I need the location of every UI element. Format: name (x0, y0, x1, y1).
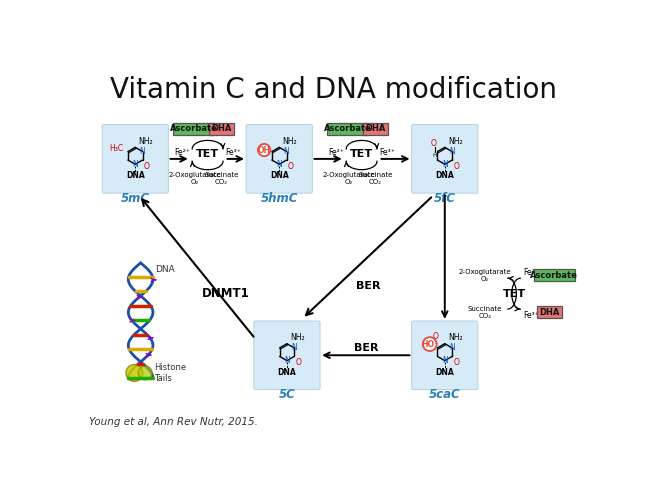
Text: H: H (433, 153, 437, 158)
Text: Ascorbate: Ascorbate (324, 124, 372, 133)
Text: DHA: DHA (365, 124, 385, 133)
Text: O: O (454, 359, 460, 368)
Text: H₃C: H₃C (109, 144, 124, 153)
Text: DNA: DNA (436, 172, 454, 180)
Text: DNA: DNA (436, 368, 454, 377)
Text: Histone
Tails: Histone Tails (155, 363, 187, 383)
Text: DNA: DNA (270, 172, 289, 180)
Text: Succinate
CO₂: Succinate CO₂ (358, 172, 393, 185)
FancyBboxPatch shape (174, 123, 214, 135)
Text: TET: TET (196, 149, 219, 159)
Text: NH₂: NH₂ (448, 333, 463, 342)
Circle shape (126, 365, 143, 381)
FancyBboxPatch shape (209, 123, 234, 135)
FancyBboxPatch shape (327, 123, 369, 135)
Text: NH₂: NH₂ (138, 137, 153, 146)
Text: N: N (283, 147, 289, 156)
Text: DNMT1: DNMT1 (202, 287, 249, 300)
Text: NH₂: NH₂ (283, 137, 297, 146)
Circle shape (138, 366, 152, 380)
Text: N: N (276, 160, 282, 169)
FancyBboxPatch shape (102, 124, 168, 193)
FancyBboxPatch shape (537, 306, 562, 318)
Text: 5mC: 5mC (121, 192, 150, 205)
Text: BER: BER (354, 343, 378, 353)
Text: N: N (449, 147, 455, 156)
Text: 5hmC: 5hmC (261, 192, 298, 205)
Text: 5caC: 5caC (429, 389, 461, 401)
Text: Vitamin C and DNA modification: Vitamin C and DNA modification (110, 76, 556, 104)
FancyBboxPatch shape (246, 124, 313, 193)
Text: NH₂: NH₂ (448, 137, 463, 146)
Text: O: O (288, 162, 294, 171)
Text: Ascorbate: Ascorbate (530, 270, 578, 280)
Circle shape (258, 144, 270, 156)
FancyBboxPatch shape (411, 124, 478, 193)
Text: O: O (432, 332, 438, 341)
Text: Succinate
CO₂: Succinate CO₂ (204, 172, 239, 185)
Text: DNA: DNA (155, 265, 175, 273)
Text: 2-Oxoglutarate
O₂: 2-Oxoglutarate O₂ (322, 172, 375, 185)
Circle shape (422, 337, 437, 351)
FancyBboxPatch shape (411, 321, 478, 390)
FancyBboxPatch shape (534, 270, 575, 281)
Text: NH₂: NH₂ (291, 333, 305, 342)
Text: BER: BER (356, 281, 380, 291)
FancyBboxPatch shape (254, 321, 320, 390)
Text: N: N (442, 160, 448, 169)
Text: OH: OH (257, 146, 270, 154)
FancyBboxPatch shape (363, 123, 388, 135)
Text: Fe²⁺: Fe²⁺ (174, 148, 190, 157)
Text: Fe²⁺: Fe²⁺ (523, 268, 540, 276)
Text: O: O (431, 139, 437, 148)
Text: TET: TET (350, 149, 373, 159)
Text: 5fC: 5fC (434, 192, 456, 205)
Text: DNA: DNA (278, 368, 296, 377)
Text: 5C: 5C (279, 389, 295, 401)
Text: Succinate
CO₂: Succinate CO₂ (467, 306, 502, 318)
Text: Ascorbate: Ascorbate (170, 124, 218, 133)
Text: O: O (454, 162, 460, 171)
Text: TET: TET (502, 289, 526, 298)
Text: N: N (140, 147, 146, 156)
Text: DHA: DHA (540, 308, 560, 317)
Text: O: O (296, 359, 302, 368)
Text: N: N (284, 356, 290, 365)
Text: N: N (133, 160, 138, 169)
Text: Young et al, Ann Rev Nutr, 2015.: Young et al, Ann Rev Nutr, 2015. (89, 417, 258, 427)
Text: N: N (449, 343, 455, 352)
Text: 2-Oxoglutarate
O₂: 2-Oxoglutarate O₂ (168, 172, 221, 185)
Text: Fe³⁺: Fe³⁺ (226, 148, 241, 157)
Text: DNA: DNA (126, 172, 144, 180)
Text: N: N (291, 343, 297, 352)
Text: N: N (442, 356, 448, 365)
Text: 2-Oxoglutarate
O₂: 2-Oxoglutarate O₂ (458, 269, 511, 282)
Text: Fe²⁺: Fe²⁺ (328, 148, 344, 157)
Text: Fe³⁺: Fe³⁺ (523, 311, 540, 319)
Text: O: O (144, 162, 150, 171)
Text: HO⁻: HO⁻ (421, 340, 438, 348)
Text: Fe³⁺: Fe³⁺ (380, 148, 395, 157)
Text: DHA: DHA (211, 124, 231, 133)
